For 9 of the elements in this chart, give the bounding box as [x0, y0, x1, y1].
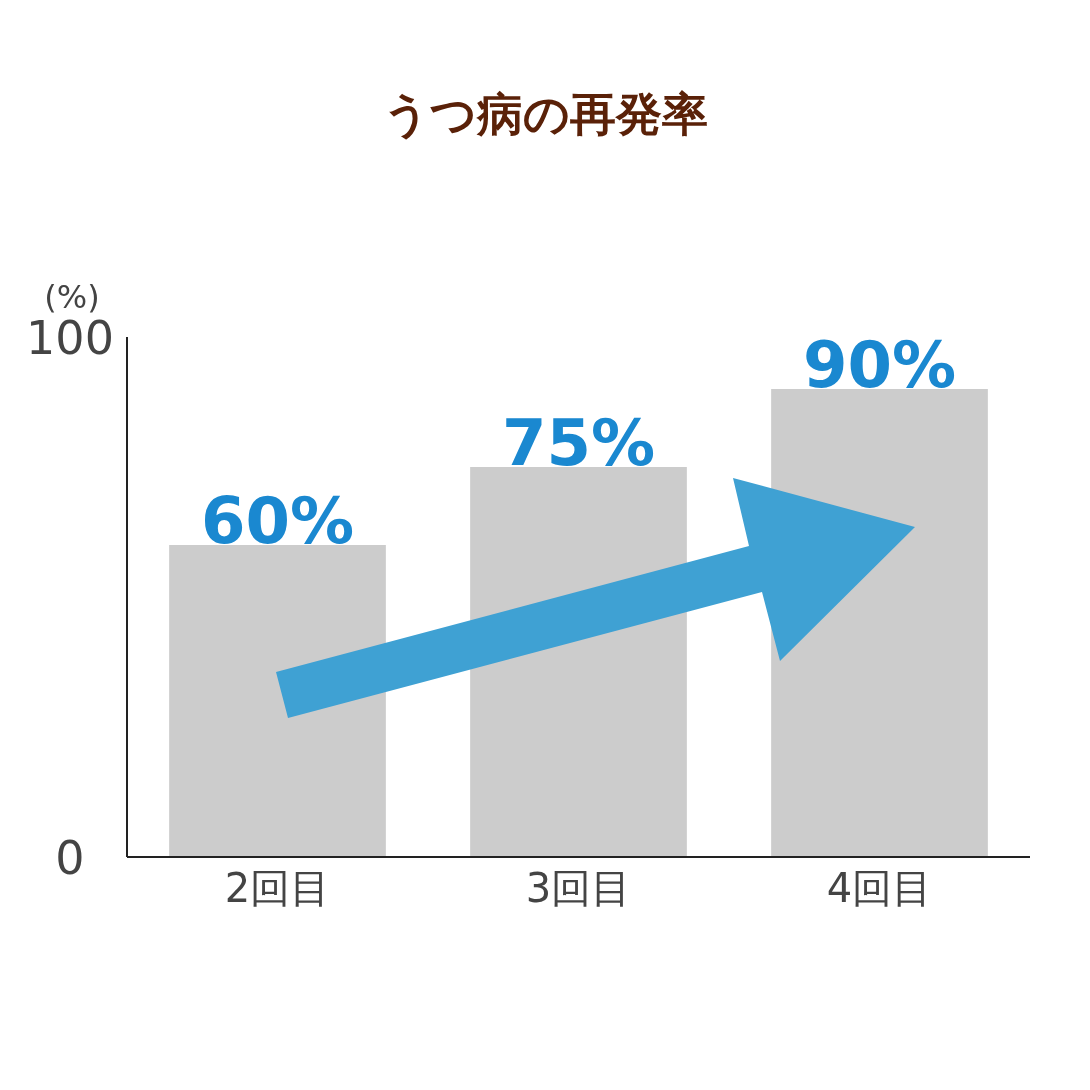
x-tick-label: 2回目: [224, 865, 331, 911]
x-tick-label: 4回目: [826, 865, 933, 911]
y-axis-title: (%): [44, 278, 100, 316]
y-tick-label: 0: [55, 831, 85, 885]
data-label: 75%: [501, 406, 656, 480]
data-label: 60%: [200, 484, 355, 558]
chart-title: うつ病の再発率: [382, 87, 708, 141]
x-tick-label: 3回目: [525, 865, 632, 911]
data-label: 90%: [802, 328, 957, 402]
